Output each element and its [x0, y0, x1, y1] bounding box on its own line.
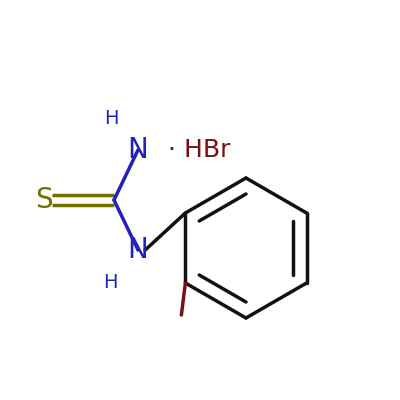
Text: S: S: [35, 186, 53, 214]
Text: H: H: [103, 272, 117, 292]
Text: H: H: [104, 108, 118, 128]
Text: N: N: [128, 136, 148, 164]
Text: · HBr: · HBr: [168, 138, 230, 162]
Text: N: N: [128, 236, 148, 264]
